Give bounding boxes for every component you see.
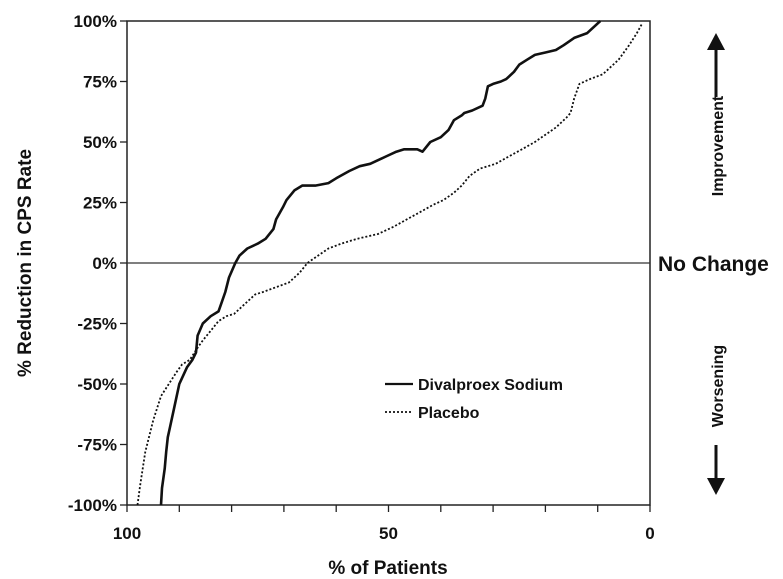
series-line-divalproex [159,20,602,506]
x-tick-label: 0 [645,524,654,543]
y-tick-label: 75% [83,73,117,92]
y-axis: -100% -75% -50% -25% 0% 25% 50% 75% 100% [68,12,127,515]
down-arrow-icon [707,445,725,495]
worsening-label: Worsening [710,345,727,427]
no-change-label: No Change [658,253,769,276]
series-group [136,20,643,506]
legend-label-divalproex: Divalproex Sodium [418,377,563,394]
y-tick-label: 25% [83,194,117,213]
y-axis-title: % Reduction in CPS Rate [15,149,36,377]
legend: Divalproex Sodium Placebo [385,377,563,422]
x-tick-label: 100 [113,524,141,543]
y-tick-label: 50% [83,133,117,152]
improvement-label: Improvement [710,95,727,196]
x-tick-label: 50 [379,524,398,543]
y-tick-label: -100% [68,496,117,515]
x-axis: 100 50 0 [113,505,655,543]
y-tick-label: -75% [77,436,117,455]
legend-label-placebo: Placebo [418,405,480,422]
up-arrow-icon [707,33,725,97]
y-tick-label: 100% [74,12,117,31]
y-tick-label: -50% [77,375,117,394]
series-line-placebo [136,22,643,506]
y-tick-label: -25% [77,315,117,334]
y-tick-label: 0% [92,254,117,273]
x-axis-title: % of Patients [328,558,447,579]
